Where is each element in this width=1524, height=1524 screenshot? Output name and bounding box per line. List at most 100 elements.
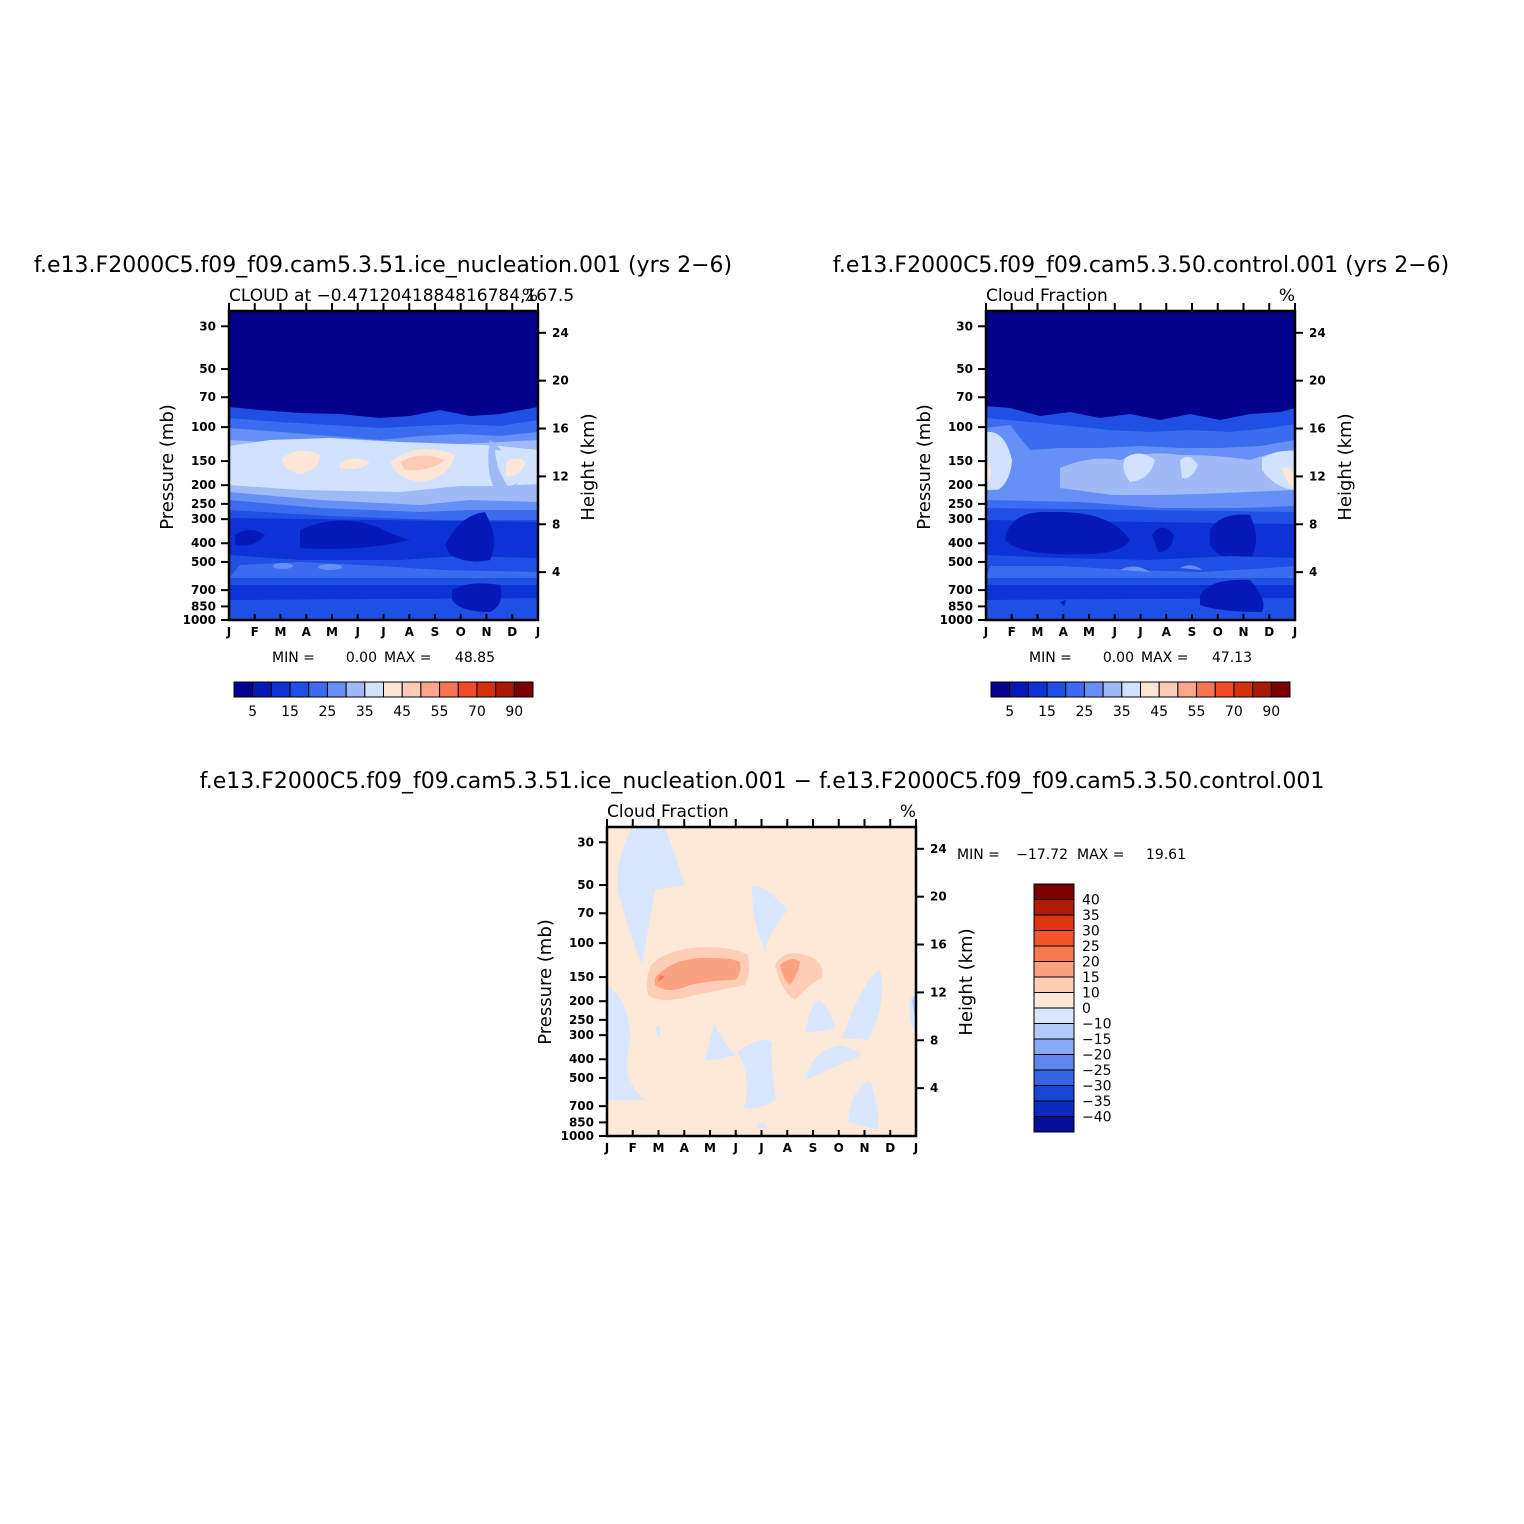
colorbar-label: 15	[1038, 704, 1056, 720]
pressure-tick-label: 150	[569, 970, 594, 984]
min-value: −17.72	[1016, 847, 1068, 863]
min-label: MIN =	[272, 650, 315, 666]
colorbar-swatch	[1033, 1038, 1075, 1055]
x-tick-label: J	[535, 625, 540, 639]
x-tick-label: O	[456, 625, 466, 639]
colorbar-swatch	[1140, 681, 1160, 698]
colorbar-swatch	[1177, 681, 1198, 698]
colorbar-swatch	[1027, 681, 1048, 698]
x-tick-label: N	[481, 625, 491, 639]
max-value: 48.85	[455, 650, 495, 666]
colorbar-swatch	[1121, 681, 1141, 698]
pressure-tick-label: 700	[569, 1099, 594, 1113]
colorbar-swatch	[233, 681, 254, 698]
x-tick-label: M	[653, 1141, 665, 1155]
colorbar-swatch	[289, 681, 310, 698]
height-tick-label: 8	[930, 1033, 938, 1047]
colorbar-swatch	[1033, 930, 1075, 947]
height-tick-label: 16	[930, 938, 947, 952]
colorbar-label: 45	[393, 704, 411, 720]
min-value: 0.00	[1103, 650, 1134, 666]
x-tick-label: D	[507, 625, 517, 639]
pressure-tick-label: 300	[191, 512, 216, 526]
panel-ice-nucleation: f.e13.F2000C5.f09_f09.cam5.3.51.ice_nucl…	[34, 253, 732, 720]
colorbar-label: −40	[1082, 1110, 1112, 1126]
pressure-tick-label: 1000	[940, 613, 973, 627]
max-label: MAX =	[1077, 847, 1124, 863]
colorbar-swatch	[1009, 681, 1029, 698]
height-tick-label: 4	[552, 565, 560, 579]
y-axis-label-right: Height (km)	[1335, 413, 1356, 520]
x-tick-label: A	[680, 1141, 690, 1155]
colorbar-swatch	[1270, 681, 1291, 698]
x-tick-label: O	[1213, 625, 1223, 639]
pressure-tick-label: 150	[191, 454, 216, 468]
colorbar-swatch	[1233, 681, 1254, 698]
colorbar-label: 55	[1188, 704, 1206, 720]
colorbar-swatch	[1033, 945, 1075, 962]
colorbar-swatch	[1033, 976, 1075, 993]
pressure-tick-label: 100	[948, 420, 973, 434]
x-tick-label: M	[326, 625, 338, 639]
pressure-tick-label: 70	[577, 906, 594, 920]
colorbar-swatch	[364, 681, 384, 698]
pressure-tick-label: 400	[948, 536, 973, 550]
colorbar-label: 5	[248, 704, 257, 720]
x-tick-label: F	[629, 1141, 637, 1155]
x-tick-label: J	[1137, 625, 1142, 639]
colorbar-swatch	[439, 681, 459, 698]
colorbar-label: −30	[1082, 1079, 1112, 1095]
x-tick-label: J	[983, 625, 988, 639]
colorbar-swatch	[1033, 914, 1075, 931]
y-axis-label-right: Height (km)	[578, 413, 599, 520]
x-tick-label: J	[226, 625, 231, 639]
x-tick-label: A	[783, 1141, 793, 1155]
colorbar-swatch	[1033, 899, 1075, 916]
x-tick-label: J	[733, 1141, 738, 1155]
pressure-tick-label: 100	[569, 936, 594, 950]
pressure-tick-label: 200	[191, 478, 216, 492]
x-tick-label: J	[1292, 625, 1297, 639]
min-value: 0.00	[346, 650, 377, 666]
colorbar-swatch	[1083, 681, 1104, 698]
colorbar: 5 15 25 35 45 55 70 90	[233, 681, 534, 720]
height-tick-label: 24	[1309, 326, 1326, 340]
colorbar-swatch	[1033, 1100, 1075, 1117]
colorbar-swatch	[1033, 1085, 1075, 1102]
panel-units: %	[900, 802, 916, 822]
pressure-tick-label: 50	[956, 362, 973, 376]
height-tick-label: 24	[552, 326, 569, 340]
pressure-tick-label: 400	[191, 536, 216, 550]
x-tick-label: S	[1188, 625, 1197, 639]
x-tick-label: J	[758, 1141, 763, 1155]
max-label: MAX =	[1141, 650, 1188, 666]
x-tick-label: M	[275, 625, 287, 639]
x-tick-label: A	[1059, 625, 1069, 639]
pressure-tick-label: 300	[569, 1028, 594, 1042]
colorbar-label: 10	[1082, 986, 1100, 1002]
colorbar-swatch	[308, 681, 328, 698]
x-tick-label: A	[405, 625, 415, 639]
max-value: 19.61	[1146, 847, 1186, 863]
colorbar-label: 70	[468, 704, 486, 720]
x-tick-label: A	[302, 625, 312, 639]
pressure-tick-label: 250	[569, 1013, 594, 1027]
colorbar-swatch	[1033, 1007, 1075, 1024]
colorbar-swatch	[1033, 1116, 1075, 1133]
x-tick-label: F	[251, 625, 259, 639]
pressure-tick-label: 700	[191, 583, 216, 597]
x-tick-label: S	[809, 1141, 818, 1155]
colorbar-swatch	[1102, 681, 1123, 698]
colorbar-label: −25	[1082, 1063, 1112, 1079]
colorbar-swatch	[1033, 1023, 1075, 1040]
x-tick-label: D	[1264, 625, 1274, 639]
pressure-tick-label: 400	[569, 1052, 594, 1066]
axes: J F M A M J J A S O N D J305070100150200250300400500…	[183, 303, 569, 639]
colorbar-label: 25	[1076, 704, 1094, 720]
colorbar-swatch	[345, 681, 366, 698]
min-label: MIN =	[957, 847, 1000, 863]
pressure-tick-label: 850	[191, 599, 216, 613]
pressure-tick-label: 200	[948, 478, 973, 492]
